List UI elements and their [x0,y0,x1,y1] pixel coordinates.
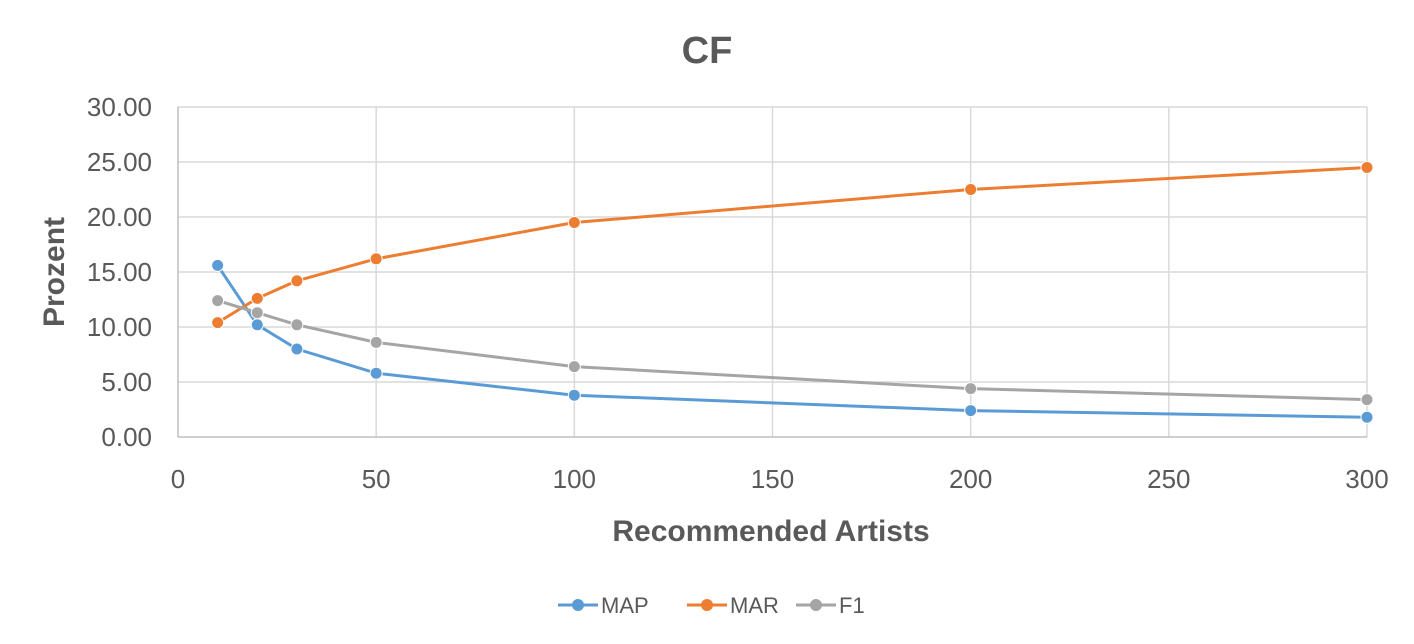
x-tick-label: 300 [1345,464,1388,494]
legend-label-f1: F1 [839,593,865,618]
x-tick-label: 50 [362,464,391,494]
x-tick-label: 200 [949,464,992,494]
data-point-f1 [1360,393,1374,407]
data-point-map [290,342,304,356]
y-tick-label: 15.00 [87,257,152,287]
legend: MAP MAR F1 [558,593,865,618]
series-f1 [211,294,1374,407]
y-tick-label: 25.00 [87,147,152,177]
y-tick-label: 5.00 [101,367,152,397]
y-axis-title: Prozent [38,217,71,327]
data-point-f1 [964,382,978,396]
legend-label-map: MAP [601,593,649,618]
series-line-mar [216,166,1368,324]
data-point-f1 [567,360,581,374]
axes: 0.00 5.00 10.00 15.00 20.00 25.00 30.00 0 50 100 1… [87,92,1389,494]
data-point-map [1360,410,1374,424]
series-lines [211,161,1374,424]
series-line-f1 [217,299,1368,402]
chart-title: CF [682,30,733,72]
data-point-map [250,318,264,332]
data-point-f1 [250,306,264,320]
series-mar [211,161,1374,330]
series-map [211,258,1374,424]
legend-item-map: MAP [558,593,649,618]
data-point-mar [1360,161,1374,174]
legend-item-mar: MAR [687,593,779,618]
y-tick-label: 30.00 [87,92,152,122]
data-point-mar [369,252,383,266]
data-point-mar [211,316,225,330]
data-point-f1 [211,294,225,308]
legend-item-f1: F1 [796,593,865,618]
x-tick-label: 150 [751,464,794,494]
data-point-map [211,258,225,272]
y-tick-label: 20.00 [87,202,152,232]
data-point-map [369,366,383,380]
x-axis-title: Recommended Artists [612,515,929,548]
y-tick-label: 0.00 [101,422,152,452]
x-tick-label: 0 [171,464,185,494]
data-point-map [567,388,581,402]
data-point-mar [567,216,581,229]
legend-marker-f1 [810,599,822,611]
legend-marker-mar [701,599,713,611]
data-point-f1 [369,335,383,349]
legend-label-mar: MAR [730,593,779,618]
data-point-map [964,404,978,418]
x-tick-label: 250 [1147,464,1190,494]
legend-marker-map [572,599,584,611]
gridlines [178,106,1368,437]
data-point-f1 [290,318,304,332]
y-tick-label: 10.00 [87,312,152,342]
data-point-mar [290,274,304,288]
data-point-mar [964,183,978,196]
data-point-mar [250,291,264,305]
x-tick-label: 100 [553,464,596,494]
